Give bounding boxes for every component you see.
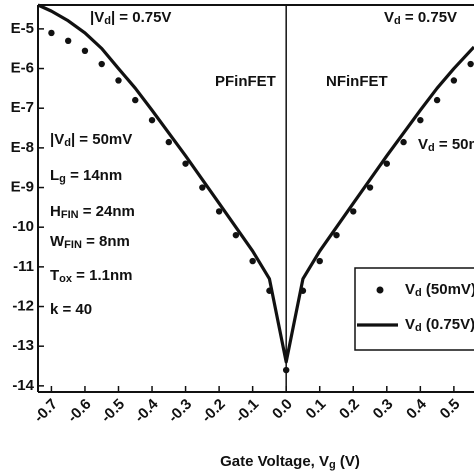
legend-box — [354, 267, 474, 351]
annotation-part: |V — [90, 9, 104, 26]
data-point — [132, 96, 139, 104]
legend-label: Vd (0.75V) — [405, 316, 474, 334]
legend-label-part: (50mV) — [422, 281, 474, 298]
annotation-part: W — [50, 233, 65, 250]
data-point — [417, 116, 424, 124]
data-point — [182, 160, 189, 167]
annotation: |Vd| = 50mV — [50, 131, 132, 149]
annotation-part: d — [104, 15, 111, 27]
data-point — [232, 231, 240, 239]
data-point — [433, 96, 441, 104]
annotation-part: V — [418, 136, 428, 153]
data-line — [37, 3, 474, 364]
y-tick-label: -13 — [12, 337, 34, 354]
y-tick-label: E-6 — [11, 60, 34, 77]
annotation-part: FIN — [64, 239, 82, 251]
y-tick-label: -14 — [12, 377, 34, 394]
data-point — [450, 77, 458, 84]
annotation-part: | = 0.75V — [111, 9, 172, 26]
y-tick-label: -12 — [12, 297, 34, 314]
data-point — [64, 37, 72, 45]
x-axis-title-part: (V) — [336, 453, 360, 470]
data-point — [400, 138, 407, 146]
data-point — [316, 257, 323, 265]
data-point — [115, 77, 122, 84]
annotation: |Vd| = 0.75V — [90, 9, 171, 27]
data-point — [249, 257, 256, 265]
legend-label-part: (0.75V) — [422, 316, 474, 333]
annotation-part: d — [64, 137, 71, 149]
y-tick-label: E-7 — [11, 99, 34, 116]
legend-label-part: d — [415, 322, 422, 334]
annotation: PFinFET — [215, 73, 276, 90]
data-point — [165, 138, 172, 146]
annotation-part: = 1.1nm — [72, 267, 132, 284]
y-tick-label: -11 — [13, 258, 34, 275]
y-tick-label: E-9 — [11, 179, 34, 196]
annotation-part: V — [384, 9, 394, 26]
annotation-part: = 8nm — [82, 233, 130, 250]
data-point — [333, 231, 340, 239]
annotation-part: d — [394, 15, 401, 27]
data-point — [366, 184, 374, 191]
annotation-part: FIN — [61, 209, 79, 221]
annotation-part: d — [428, 142, 435, 154]
annotation-part: T — [50, 267, 59, 284]
data-point — [215, 208, 223, 215]
annotation-part: ox — [59, 273, 73, 285]
annotation-part: PFinFET — [215, 73, 276, 90]
data-point — [467, 60, 474, 68]
legend-label-part: d — [415, 287, 422, 299]
annotation-part: | = 50mV — [71, 131, 132, 148]
y-tick-label: -10 — [12, 218, 34, 235]
data-point — [282, 366, 290, 374]
annotation: WFIN = 8nm — [50, 233, 130, 251]
annotation: Tox = 1.1nm — [50, 267, 132, 285]
data-point — [81, 47, 89, 55]
y-tick-label: E-8 — [11, 139, 34, 156]
annotation-part: = 24nm — [79, 203, 135, 220]
legend-symbol — [376, 286, 384, 294]
x-axis-title-part: g — [329, 459, 336, 471]
annotation-part: |V — [50, 131, 64, 148]
annotation-part: NFinFET — [326, 73, 388, 90]
data-point — [98, 60, 105, 68]
legend-label-part: V — [405, 316, 415, 333]
annotation-part: k = 40 — [50, 301, 92, 318]
x-axis-title: Gate Voltage, Vg (V) — [220, 453, 360, 471]
annotation-part: L — [50, 167, 59, 184]
annotation-part: H — [50, 203, 61, 220]
annotation: k = 40 — [50, 301, 92, 318]
data-point — [148, 116, 156, 124]
annotation-part: g — [59, 173, 66, 185]
annotation: HFIN = 24nm — [50, 203, 135, 221]
data-point — [48, 29, 55, 37]
annotation-part: = 14nm — [66, 167, 122, 184]
annotation: NFinFET — [326, 73, 388, 90]
legend-label-part: V — [405, 281, 415, 298]
data-point — [199, 184, 206, 191]
annotation: Vd = 0.75V — [384, 9, 457, 27]
annotation-part: = 50mV — [435, 136, 474, 153]
annotation-part: = 0.75V — [401, 9, 457, 26]
annotation: Vd = 50mV — [418, 136, 474, 154]
legend-label: Vd (50mV) — [405, 281, 474, 299]
x-axis-title-part: Gate Voltage, V — [220, 453, 329, 470]
annotation: Lg = 14nm — [50, 167, 122, 185]
x-tick-label: 0.6 — [470, 396, 474, 423]
data-point — [383, 160, 390, 167]
data-point — [350, 208, 357, 215]
y-tick-label: E-5 — [11, 20, 34, 37]
